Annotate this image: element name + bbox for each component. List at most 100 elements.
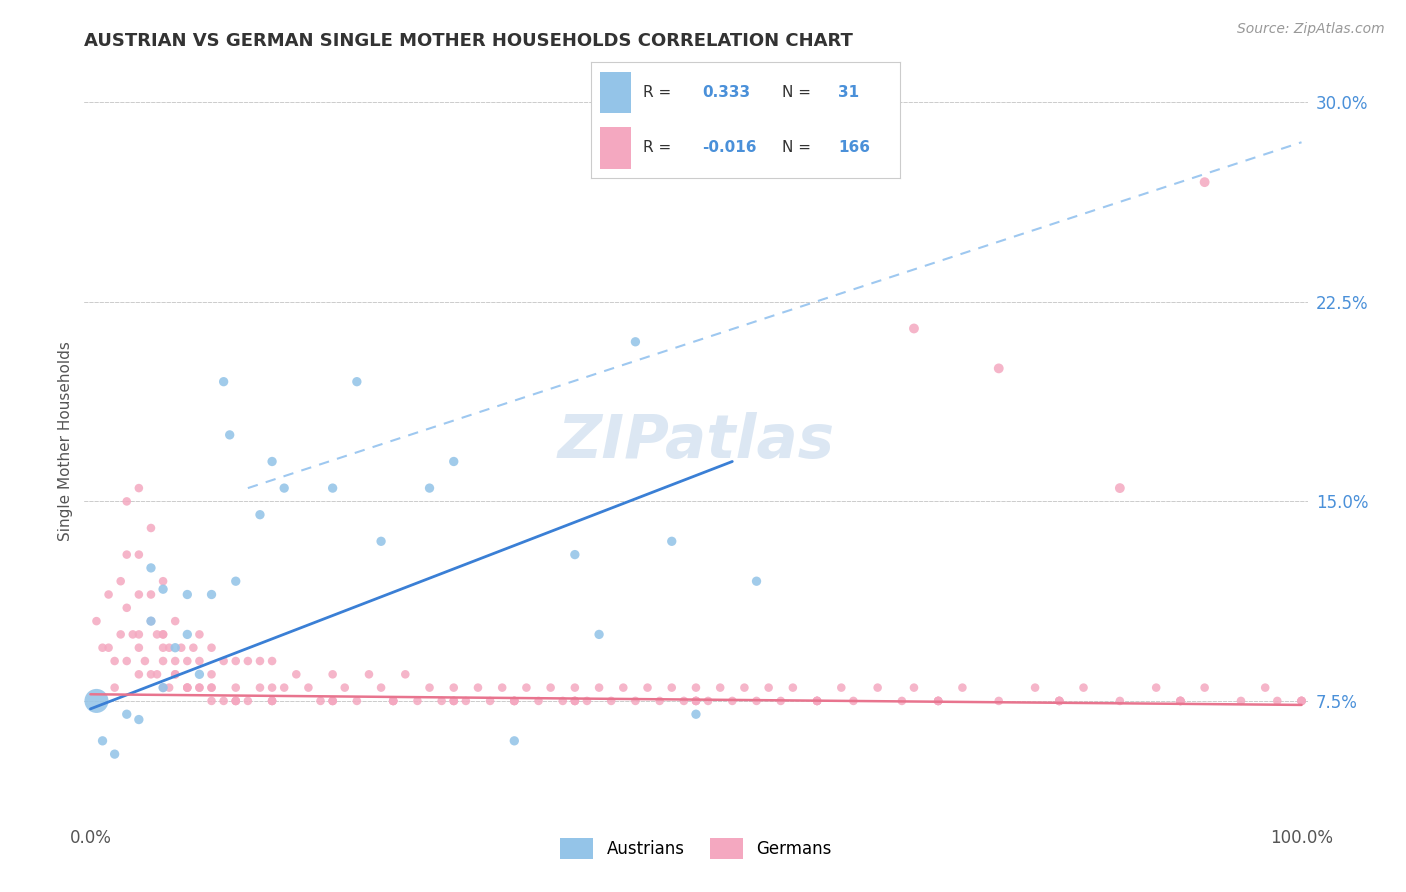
Point — [588, 681, 610, 695]
Point — [661, 534, 683, 549]
Text: N =: N = — [782, 85, 811, 100]
Point — [262, 694, 284, 708]
Point — [1108, 481, 1130, 495]
Point — [890, 694, 912, 708]
Point — [782, 681, 804, 695]
Point — [97, 587, 120, 601]
Point — [309, 694, 332, 708]
Point — [128, 481, 150, 495]
Point — [685, 694, 707, 708]
Point — [104, 654, 127, 668]
Point — [183, 640, 205, 655]
Point — [152, 582, 174, 597]
Bar — [600, 71, 631, 113]
Point — [443, 694, 465, 708]
Point — [322, 481, 344, 495]
Point — [540, 681, 562, 695]
Point — [128, 587, 150, 601]
Text: -0.016: -0.016 — [702, 139, 756, 154]
Point — [188, 627, 211, 641]
Point — [115, 548, 138, 562]
Point — [165, 640, 187, 655]
Point — [152, 681, 174, 695]
Point — [200, 587, 222, 601]
Point — [370, 681, 392, 695]
Point — [1170, 694, 1192, 708]
Point — [903, 321, 925, 335]
Point — [262, 694, 284, 708]
Point — [443, 694, 465, 708]
Point — [273, 481, 295, 495]
Point — [322, 694, 344, 708]
Point — [249, 681, 271, 695]
Point — [236, 654, 259, 668]
Point — [685, 694, 707, 708]
Point — [146, 627, 169, 641]
Point — [1194, 175, 1216, 189]
Point — [91, 734, 114, 748]
Text: Source: ZipAtlas.com: Source: ZipAtlas.com — [1237, 22, 1385, 37]
Point — [225, 694, 247, 708]
Point — [1291, 694, 1313, 708]
Text: ZIPatlas: ZIPatlas — [557, 412, 835, 471]
Point — [188, 681, 211, 695]
Point — [503, 694, 526, 708]
Point — [382, 694, 405, 708]
Point — [1170, 694, 1192, 708]
Point — [418, 481, 440, 495]
Text: R =: R = — [643, 85, 671, 100]
Point — [564, 694, 586, 708]
Point — [987, 694, 1010, 708]
Point — [176, 587, 198, 601]
Point — [842, 694, 865, 708]
Point — [443, 694, 465, 708]
Point — [157, 640, 180, 655]
Point — [745, 694, 768, 708]
Point — [600, 694, 623, 708]
Point — [139, 614, 162, 628]
Point — [212, 654, 235, 668]
Point — [165, 654, 187, 668]
Point — [1254, 681, 1277, 695]
Point — [685, 681, 707, 695]
Point — [987, 361, 1010, 376]
Point — [1073, 681, 1095, 695]
Point — [575, 694, 598, 708]
Point — [1047, 694, 1070, 708]
Point — [443, 454, 465, 468]
Text: AUSTRIAN VS GERMAN SINGLE MOTHER HOUSEHOLDS CORRELATION CHART: AUSTRIAN VS GERMAN SINGLE MOTHER HOUSEHO… — [84, 32, 853, 50]
Point — [733, 681, 755, 695]
Text: 31: 31 — [838, 85, 859, 100]
Point — [128, 667, 150, 681]
Point — [454, 694, 477, 708]
Point — [758, 681, 780, 695]
Point — [262, 654, 284, 668]
Point — [188, 681, 211, 695]
Point — [225, 694, 247, 708]
Point — [637, 681, 659, 695]
Point — [697, 694, 720, 708]
Point — [927, 694, 949, 708]
Point — [152, 640, 174, 655]
Point — [1170, 694, 1192, 708]
Point — [624, 694, 647, 708]
Point — [503, 694, 526, 708]
Point — [769, 694, 792, 708]
Point — [830, 681, 852, 695]
Point — [382, 694, 405, 708]
Point — [1024, 681, 1046, 695]
Point — [249, 654, 271, 668]
Point — [564, 548, 586, 562]
Point — [200, 667, 222, 681]
Point — [527, 694, 550, 708]
Point — [146, 667, 169, 681]
Point — [370, 534, 392, 549]
Point — [927, 694, 949, 708]
Point — [430, 694, 453, 708]
Text: 0.333: 0.333 — [702, 85, 749, 100]
Point — [866, 681, 889, 695]
Point — [176, 681, 198, 695]
Y-axis label: Single Mother Households: Single Mother Households — [58, 342, 73, 541]
Point — [212, 375, 235, 389]
Point — [564, 694, 586, 708]
